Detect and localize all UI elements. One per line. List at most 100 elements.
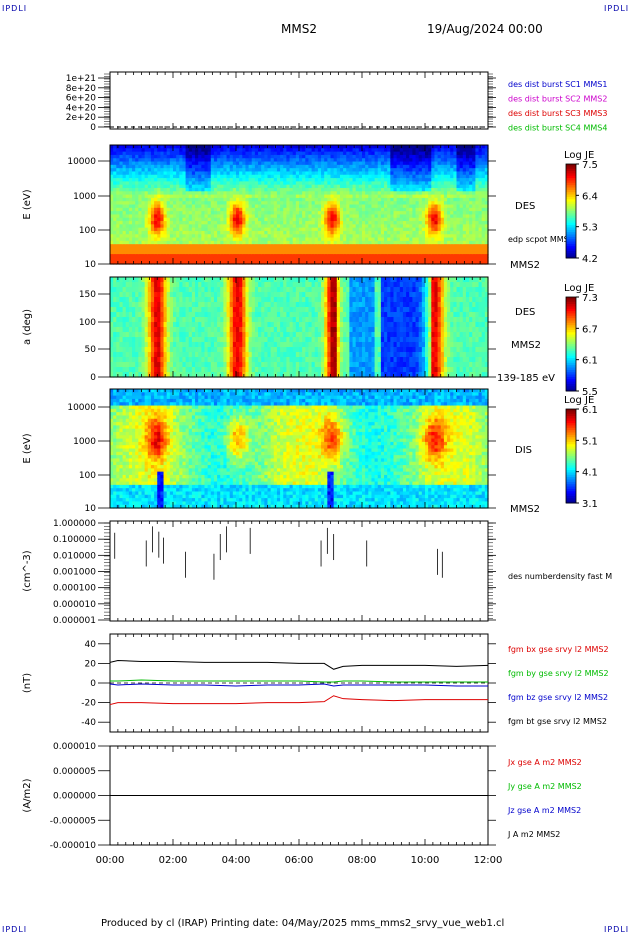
spectrogram-cell bbox=[204, 161, 209, 166]
spectrogram-cell bbox=[314, 237, 319, 242]
spectrogram-cell bbox=[258, 154, 262, 159]
spectrogram-cell bbox=[163, 148, 168, 153]
spectrogram-cell bbox=[484, 171, 489, 176]
spectrogram-cell bbox=[273, 234, 278, 239]
spectrogram-cell bbox=[160, 297, 165, 303]
spectrogram-cell bbox=[311, 174, 316, 179]
spectrogram-cell bbox=[276, 237, 281, 242]
spectrogram-cell bbox=[377, 151, 382, 156]
spectrogram-cell bbox=[418, 247, 423, 252]
spectrogram-cell bbox=[223, 221, 228, 225]
spectrogram-cell bbox=[258, 211, 262, 216]
spectrogram-cell bbox=[144, 181, 149, 186]
spectrogram-cell bbox=[229, 204, 234, 209]
spectrogram-cell bbox=[119, 211, 124, 216]
spectrogram-cell bbox=[239, 237, 243, 242]
spectrogram-cell bbox=[276, 187, 281, 192]
spectrogram-cell bbox=[314, 178, 319, 182]
spectrogram-cell bbox=[333, 254, 338, 258]
spectrogram-cell bbox=[336, 237, 341, 242]
spectrogram-cell bbox=[201, 254, 206, 258]
spectrogram-cell bbox=[295, 221, 300, 225]
spectrogram-cell bbox=[299, 227, 303, 232]
spectrogram-cell bbox=[173, 230, 177, 235]
spectrogram-cell bbox=[346, 148, 350, 153]
spectrogram-cell bbox=[472, 250, 476, 255]
spectrogram-cell bbox=[425, 230, 429, 235]
spectrogram-cell bbox=[270, 257, 275, 262]
spectrogram-cell bbox=[358, 171, 363, 176]
spectrogram-cell bbox=[141, 237, 146, 242]
spectrogram-cell bbox=[157, 197, 161, 202]
y-tick-label: 10000 bbox=[67, 157, 96, 167]
spectrogram-cell bbox=[311, 234, 316, 239]
spectrogram-cell bbox=[393, 194, 398, 199]
spectrogram-cell bbox=[371, 161, 376, 166]
spectrogram-cell bbox=[141, 292, 146, 298]
spectrogram-cell bbox=[327, 184, 332, 189]
spectrogram-cell bbox=[393, 244, 398, 249]
spectrogram-cell bbox=[217, 211, 221, 216]
spectrogram-cell bbox=[154, 322, 158, 328]
spectrogram-cell bbox=[220, 260, 224, 265]
spectrogram-cell bbox=[204, 237, 209, 242]
spectrogram-cell bbox=[210, 257, 215, 262]
spectrogram-cell bbox=[428, 191, 432, 196]
spectrogram-cell bbox=[402, 145, 407, 149]
spectrogram-cell bbox=[327, 201, 332, 206]
spectrogram-cell bbox=[261, 204, 265, 209]
spectrogram-cell bbox=[251, 164, 256, 169]
spectrogram-cell bbox=[248, 201, 253, 206]
spectrogram-cell bbox=[236, 237, 240, 242]
spectrogram-cell bbox=[406, 237, 410, 242]
spectrogram-cell bbox=[150, 194, 155, 199]
spectrogram-cell bbox=[475, 158, 480, 163]
spectrogram-cell bbox=[157, 211, 161, 216]
spectrogram-cell bbox=[368, 151, 373, 156]
spectrogram-cell bbox=[387, 197, 391, 202]
spectrogram-cell bbox=[299, 201, 303, 206]
spectrogram-cell bbox=[377, 194, 382, 199]
spectrogram-cell bbox=[116, 317, 121, 323]
spectrogram-cell bbox=[157, 312, 161, 318]
spectrogram-cell bbox=[141, 327, 146, 333]
spectrogram-cell bbox=[384, 184, 388, 189]
spectrogram-cell bbox=[314, 247, 319, 252]
spectrogram-cell bbox=[358, 164, 363, 169]
spectrogram-cell bbox=[440, 211, 445, 216]
spectrogram-cell bbox=[119, 207, 124, 212]
spectrogram-cell bbox=[207, 174, 212, 179]
spectrogram-cell bbox=[374, 145, 379, 149]
spectrogram-cell bbox=[198, 247, 202, 252]
spectrogram-cell bbox=[150, 201, 155, 206]
y-tick-label: 2e+20 bbox=[66, 113, 97, 123]
spectrogram-cell bbox=[447, 201, 451, 206]
spectrogram-cell bbox=[217, 234, 221, 239]
spectrogram-cell bbox=[264, 234, 269, 239]
spectrogram-cell bbox=[229, 214, 234, 219]
spectrogram-cell bbox=[437, 145, 442, 149]
spectrogram-cell bbox=[141, 187, 146, 192]
spectrogram-cell bbox=[138, 277, 143, 283]
spectrogram-cell bbox=[447, 181, 451, 186]
spectrogram-cell bbox=[472, 234, 476, 239]
spectrogram-cell bbox=[141, 357, 146, 363]
spectrogram-cell bbox=[459, 224, 464, 229]
spectrogram-cell bbox=[113, 171, 117, 176]
spectrogram-cell bbox=[283, 240, 287, 245]
spectrogram-cell bbox=[223, 164, 228, 169]
spectrogram-cell bbox=[428, 201, 432, 206]
spectrogram-cell bbox=[327, 240, 332, 245]
spectrogram-cell bbox=[160, 151, 165, 156]
spectrogram-cell bbox=[428, 260, 432, 265]
spectrogram-cell bbox=[469, 237, 473, 242]
spectrogram-cell bbox=[302, 250, 306, 255]
spectrogram-cell bbox=[425, 191, 429, 196]
spectrogram-cell bbox=[283, 158, 287, 163]
spectrogram-cell bbox=[437, 227, 442, 232]
spectrogram-cell bbox=[299, 237, 303, 242]
spectrogram-cell bbox=[113, 197, 117, 202]
spectrogram-cell bbox=[333, 181, 338, 186]
spectrogram-cell bbox=[330, 250, 335, 255]
spectrogram-cell bbox=[157, 230, 161, 235]
